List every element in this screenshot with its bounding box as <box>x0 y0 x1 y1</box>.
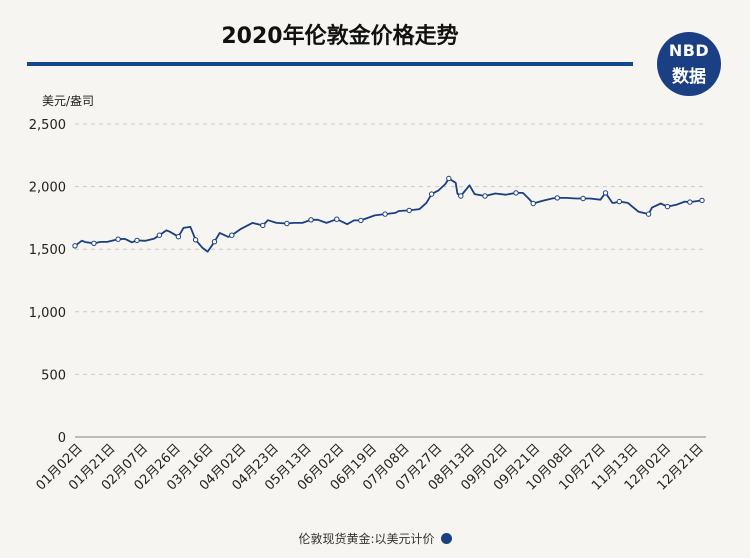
logo-text-bottom: 数据 <box>672 67 706 87</box>
data-point <box>284 220 290 227</box>
legend-marker-icon <box>440 533 452 544</box>
data-point <box>175 234 182 240</box>
data-point <box>645 211 652 217</box>
data-point <box>530 200 536 207</box>
data-point <box>192 237 199 243</box>
chart-title: 2020年伦敦金价格走势 <box>221 24 459 49</box>
y-tick-label: 1,000 <box>29 306 66 321</box>
data-point <box>482 193 488 199</box>
data-point <box>428 191 435 197</box>
data-point <box>156 232 163 238</box>
data-point <box>513 190 519 196</box>
data-point <box>308 217 314 223</box>
data-point <box>446 175 452 182</box>
data-point <box>602 190 609 196</box>
series-group <box>72 175 705 253</box>
data-point <box>554 195 560 201</box>
logo-text-top: NBD <box>668 41 710 60</box>
data-point <box>334 216 340 222</box>
data-point <box>211 239 218 245</box>
legend: 伦敦现货黄金:以美元计价 <box>0 530 750 547</box>
data-point <box>687 199 693 205</box>
data-point <box>134 237 140 244</box>
data-point <box>260 222 266 229</box>
y-tick-label: 0 <box>58 431 66 446</box>
data-point <box>580 195 586 202</box>
y-tick-label: 2,000 <box>29 181 66 196</box>
y-tick-label: 1,500 <box>29 243 66 258</box>
data-point <box>229 232 235 238</box>
data-point <box>115 236 121 242</box>
y-tick-label: 2,500 <box>29 118 66 133</box>
series-line <box>74 177 703 253</box>
legend-label: 伦敦现货黄金:以美元计价 <box>298 532 435 546</box>
y-axis-unit-label: 美元/盎司 <box>42 94 95 108</box>
data-point <box>358 217 364 224</box>
grid-lines <box>75 123 706 375</box>
title-underline <box>27 62 633 66</box>
data-point <box>664 203 671 210</box>
y-tick-labels: 0 500 1,000 1,500 2,000 2,500 <box>29 118 66 446</box>
data-point <box>406 207 412 214</box>
nbd-logo: NBD 数据 <box>657 32 721 96</box>
data-point <box>616 198 622 205</box>
y-tick-label: 500 <box>41 368 66 383</box>
data-point <box>72 243 78 249</box>
x-tick-labels: 01月02日01月21日02月07日02月26日03月16日04月02日04月2… <box>33 441 706 493</box>
data-point <box>699 197 705 204</box>
data-point <box>382 211 388 217</box>
data-point <box>91 240 97 247</box>
data-point <box>458 193 464 199</box>
